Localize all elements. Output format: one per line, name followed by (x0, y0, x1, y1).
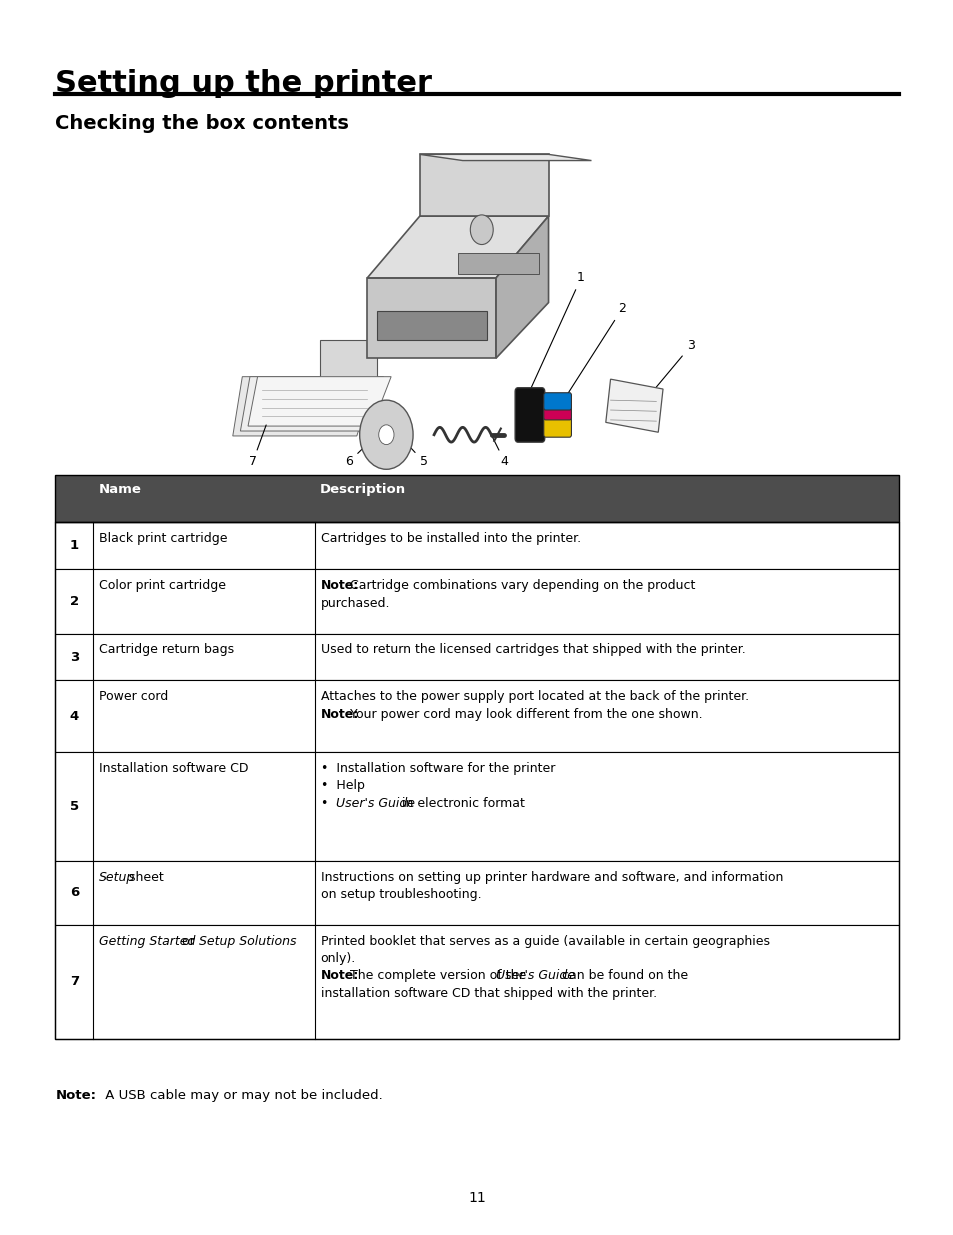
Text: Setup Solutions: Setup Solutions (198, 935, 296, 948)
Text: 6: 6 (70, 887, 79, 899)
Text: User's Guide: User's Guide (335, 797, 415, 810)
Polygon shape (233, 377, 375, 436)
Polygon shape (367, 216, 548, 278)
Circle shape (470, 215, 493, 245)
Text: Printed booklet that serves as a guide (available in certain geographies: Printed booklet that serves as a guide (… (320, 935, 769, 948)
Polygon shape (457, 253, 538, 274)
Text: Note:: Note: (320, 708, 358, 721)
Text: 5: 5 (400, 437, 427, 468)
Text: Color print cartridge: Color print cartridge (99, 579, 226, 593)
Bar (55, 752, 898, 861)
Polygon shape (248, 377, 391, 426)
Polygon shape (319, 340, 376, 377)
Text: 7: 7 (70, 976, 79, 988)
Bar (55, 861, 898, 925)
Text: •  Installation software for the printer: • Installation software for the printer (320, 762, 555, 776)
Text: Checking the box contents: Checking the box contents (55, 114, 349, 132)
Text: 4: 4 (70, 710, 79, 722)
Bar (55, 634, 898, 680)
Bar (55, 569, 898, 634)
Text: 3: 3 (640, 340, 694, 405)
Text: 7: 7 (249, 425, 266, 468)
FancyBboxPatch shape (515, 388, 544, 442)
Text: installation software CD that shipped with the printer.: installation software CD that shipped wi… (320, 987, 656, 1000)
Polygon shape (419, 154, 591, 161)
Polygon shape (367, 278, 496, 358)
Text: •  Help: • Help (320, 779, 364, 793)
Text: Black print cartridge: Black print cartridge (99, 532, 228, 546)
Text: Cartridges to be installed into the printer.: Cartridges to be installed into the prin… (320, 532, 580, 546)
Circle shape (378, 425, 394, 445)
Text: 2: 2 (564, 303, 625, 399)
Text: Getting Started: Getting Started (99, 935, 195, 948)
FancyBboxPatch shape (543, 403, 571, 420)
Text: on setup troubleshooting.: on setup troubleshooting. (320, 888, 480, 902)
Text: •: • (320, 797, 335, 810)
Text: 2: 2 (70, 595, 79, 608)
Text: Power cord: Power cord (99, 690, 169, 704)
Text: Your power cord may look different from the one shown.: Your power cord may look different from … (346, 708, 702, 721)
Text: User's Guide: User's Guide (496, 969, 574, 983)
Text: Name: Name (98, 483, 141, 496)
Text: 5: 5 (70, 800, 79, 813)
Text: only).: only). (320, 952, 355, 966)
Polygon shape (496, 216, 548, 358)
Text: Attaches to the power supply port located at the back of the printer.: Attaches to the power supply port locate… (320, 690, 748, 704)
Text: A USB cable may or may not be included.: A USB cable may or may not be included. (101, 1089, 382, 1103)
Polygon shape (605, 379, 662, 432)
Text: Note:: Note: (55, 1089, 96, 1103)
Text: 11: 11 (468, 1191, 485, 1205)
Polygon shape (240, 377, 383, 431)
Text: 3: 3 (70, 651, 79, 663)
Text: Note:: Note: (320, 579, 358, 593)
Text: Description: Description (319, 483, 405, 496)
Text: The complete version of the: The complete version of the (346, 969, 530, 983)
Text: 4: 4 (492, 437, 508, 468)
Bar (55, 522, 898, 569)
Text: Installation software CD: Installation software CD (99, 762, 249, 776)
Text: or: or (177, 935, 198, 948)
Bar (55, 925, 898, 1039)
FancyBboxPatch shape (543, 393, 571, 410)
Bar (55, 680, 898, 752)
Text: Setup: Setup (99, 871, 135, 884)
Text: 6: 6 (345, 437, 375, 468)
Text: Cartridge return bags: Cartridge return bags (99, 643, 234, 657)
Text: Cartridge combinations vary depending on the product: Cartridge combinations vary depending on… (346, 579, 695, 593)
Text: 1: 1 (530, 272, 584, 389)
Text: sheet: sheet (126, 871, 164, 884)
Text: can be found on the: can be found on the (557, 969, 687, 983)
Text: in electronic format: in electronic format (397, 797, 524, 810)
Polygon shape (419, 154, 548, 216)
Text: Setting up the printer: Setting up the printer (55, 69, 432, 98)
FancyBboxPatch shape (543, 410, 571, 437)
Text: 1: 1 (70, 540, 79, 552)
Text: Instructions on setting up printer hardware and software, and information: Instructions on setting up printer hardw… (320, 871, 782, 884)
Text: Note:: Note: (320, 969, 358, 983)
Bar (55, 475, 898, 522)
Bar (55, 522, 898, 1039)
Text: purchased.: purchased. (320, 597, 390, 610)
Polygon shape (376, 311, 486, 340)
Text: Used to return the licensed cartridges that shipped with the printer.: Used to return the licensed cartridges t… (320, 643, 744, 657)
Circle shape (359, 400, 413, 469)
